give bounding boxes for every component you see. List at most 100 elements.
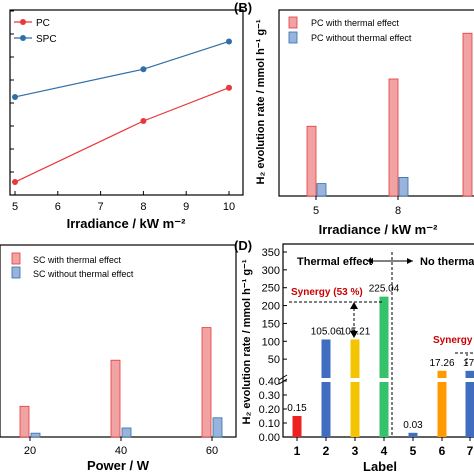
bar-sc-thermal: [19, 405, 30, 438]
x-tick-label: 8: [395, 205, 401, 217]
bar-value-label: 0.03: [403, 420, 423, 431]
bar-label-1: [292, 416, 302, 437]
legend-pc-thermal-swatch: [288, 16, 298, 29]
legend-pc-marker: [20, 19, 26, 25]
panel-d-x-ticks: 1 2 3 4 5 6 7: [294, 437, 474, 458]
panel-d-frame: [282, 243, 474, 438]
legend-sc-thermal-swatch: [11, 252, 21, 265]
bar-sc-thermal: [201, 327, 212, 438]
data-point-spc: [140, 66, 147, 73]
series-line-spc: [14, 40, 230, 98]
panel-b-y-label: H₂ evolution rate / mmol h⁻¹ g⁻¹: [255, 19, 267, 184]
x-tick-label: 5: [12, 201, 18, 213]
y-tick-label: 0.10: [259, 418, 280, 430]
bar-sc-nothermal: [30, 432, 41, 438]
x-tick-label: 10: [223, 201, 235, 213]
x-tick-label: 40: [115, 445, 127, 457]
panel-b-x-label: Irradiance / kW m⁻²: [319, 222, 439, 237]
x-tick-label: 20: [24, 445, 36, 457]
axis-break: [278, 374, 288, 385]
legend-sc-nothermal-swatch: [11, 266, 21, 279]
bar-value-label: 17.26: [429, 358, 454, 369]
panel-d-y-label: H₂ evolution rate / mmol h⁻¹ g⁻¹: [241, 259, 253, 424]
synergy-53-annotation: Synergy (53 %): [291, 287, 363, 298]
axis-break-mark-1: [278, 374, 288, 381]
legend-pc-nothermal-swatch: [288, 31, 298, 44]
bar-break-gap: [320, 378, 332, 382]
legend-pc-label: PC: [36, 18, 50, 29]
y-tick-label: 0.20: [259, 404, 280, 416]
x-tick-label: 6: [439, 444, 446, 458]
legend-spc-label: SPC: [36, 34, 57, 45]
bar-sc-thermal: [110, 359, 121, 438]
synergy-annotation-right: Synergy: [433, 335, 473, 346]
panel-c-x-ticks: 20 40 60: [24, 437, 218, 457]
bar-value-label: 105.06: [311, 326, 342, 337]
bar-break-gap: [464, 378, 474, 382]
bar-label-5: [408, 432, 418, 437]
bar-value-label: 17.: [463, 358, 474, 369]
bar-label-7: [465, 370, 474, 437]
data-point-spc: [12, 93, 18, 100]
panel-c-bars: [19, 327, 223, 438]
panel-c: 20 40 60 SC with thermal effect SC without…: [0, 244, 237, 473]
bar-value-label: 0.15: [287, 403, 307, 414]
panel-a: 5 6 7 8 9 10 PC SPC Irradiance / kW m⁻²: [9, 9, 244, 231]
x-tick-label: 5: [410, 444, 417, 458]
legend-pc-thermal-label: PC with thermal effect: [311, 18, 399, 28]
region-arrow-left-head: [367, 258, 373, 264]
y-tick-label: 350: [262, 247, 280, 259]
x-tick-label: 7: [467, 444, 474, 458]
bar-sc-nothermal: [212, 417, 223, 438]
bar-break-gap: [436, 378, 448, 382]
legend-pc-nothermal-label: PC without thermal effect: [311, 33, 412, 43]
x-tick-label: 60: [206, 445, 218, 457]
synergy-arrow-down: [350, 331, 358, 338]
y-tick-label: 200: [262, 301, 280, 313]
bar-break-gap: [378, 378, 390, 382]
y-tick-label: 150: [262, 318, 280, 330]
panel-a-y-ticks: [10, 10, 14, 173]
series-line-pc: [14, 87, 230, 183]
panel-b-frame: [278, 9, 474, 197]
panel-b-legend: PC with thermal effect PC without therma…: [288, 16, 412, 44]
bar-pc-nothermal: [316, 183, 327, 197]
x-tick-label: 9: [183, 201, 189, 213]
region-right-label: No therma: [420, 256, 474, 268]
panel-d: (D) H₂ evolution rate / mmol h⁻¹ g⁻¹ 50 1…: [234, 238, 474, 474]
panel-c-x-label: Power / W: [87, 458, 150, 473]
region-left-label: Thermal effect: [297, 256, 373, 268]
panel-d-x-label: Label: [363, 459, 397, 474]
bar-break-gap: [349, 378, 361, 382]
bar-pc-thermal: [388, 78, 399, 197]
y-tick-label: 0.30: [259, 390, 280, 402]
panel-b-bars: [306, 32, 473, 197]
legend-sc-nothermal-label: SC without thermal effect: [33, 269, 134, 279]
data-point-pc: [226, 84, 232, 91]
bar-pc-thermal: [462, 32, 473, 197]
bar-label-6: [437, 370, 447, 437]
x-tick-label: 8: [140, 201, 146, 213]
panel-c-legend: SC with thermal effect SC without therma…: [11, 252, 134, 279]
bar-pc-thermal: [306, 125, 317, 197]
data-point-pc: [140, 118, 147, 124]
panel-b-label: (B): [234, 0, 252, 15]
x-tick-label: 4: [381, 444, 388, 458]
panel-a-legend: PC SPC: [14, 18, 57, 45]
y-tick-label: 0.40: [259, 376, 280, 388]
legend-spc-marker: [20, 35, 26, 41]
y-tick-label: 300: [262, 265, 280, 277]
bar-label-4: [379, 296, 389, 437]
panel-d-label: (D): [234, 238, 252, 253]
x-tick-label: 3: [352, 444, 359, 458]
bar-label-3: [350, 339, 360, 437]
legend-sc-thermal-label: SC with thermal effect: [33, 255, 121, 265]
panel-a-x-label: Irradiance / kW m⁻²: [67, 216, 187, 231]
data-point-spc: [226, 38, 232, 45]
x-tick-label: 2: [323, 444, 330, 458]
panel-a-x-ticks: 5 6 7 8 9 10: [12, 191, 235, 213]
synergy-arrow-up: [350, 302, 358, 309]
